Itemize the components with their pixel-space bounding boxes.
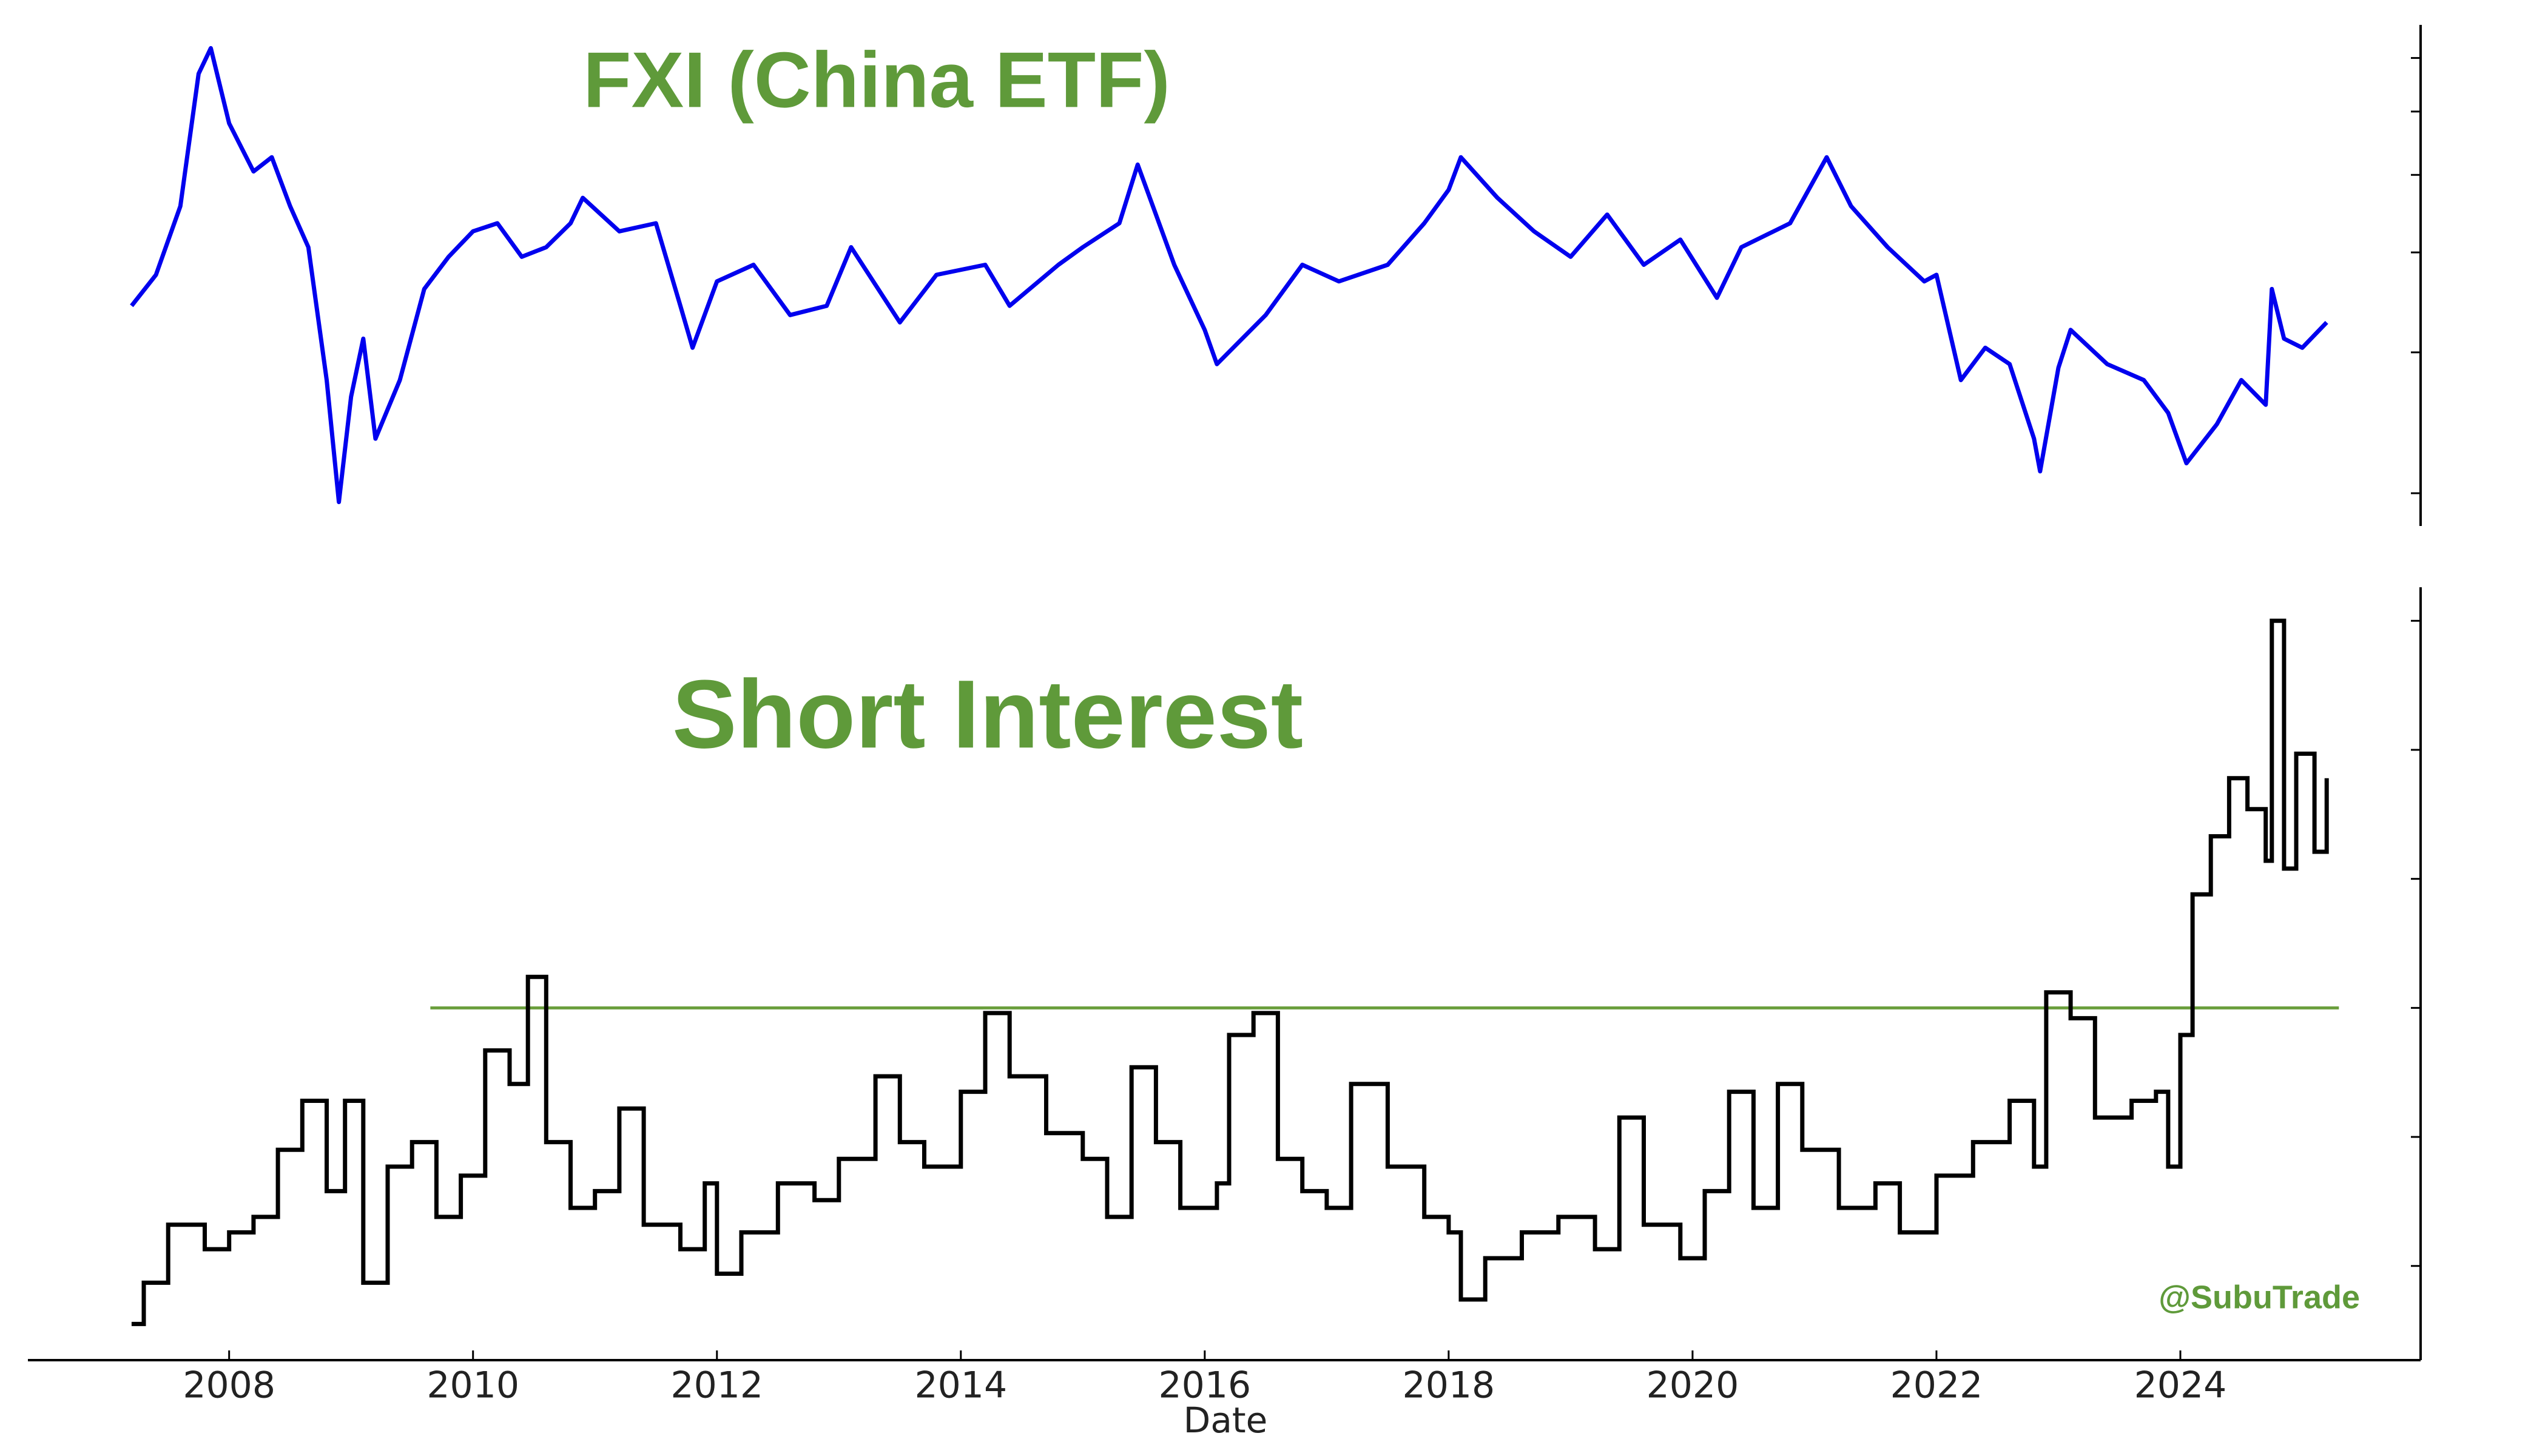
x-tick-label: 2016 [1158,1364,1251,1407]
x-tick-label: 2022 [1890,1364,1983,1407]
watermark: @SubuTrade [2159,1279,2360,1315]
x-tick-label: 2008 [183,1364,275,1407]
short-interest-line [131,618,2329,1326]
price-line [130,46,2328,504]
chart-title: FXI (China ETF) [583,35,1170,124]
x-tick-label: 2018 [1403,1364,1495,1407]
x-tick-label: 2010 [426,1364,519,1407]
x-tick-label: 2020 [1646,1364,1739,1407]
x-tick-label: 2014 [914,1364,1007,1407]
x-tick-label: 2024 [2134,1364,2227,1407]
x-tick-label: 2012 [670,1364,763,1407]
chart-title: Short Interest [672,659,1303,768]
x-axis-label: Date [1184,1400,1268,1441]
